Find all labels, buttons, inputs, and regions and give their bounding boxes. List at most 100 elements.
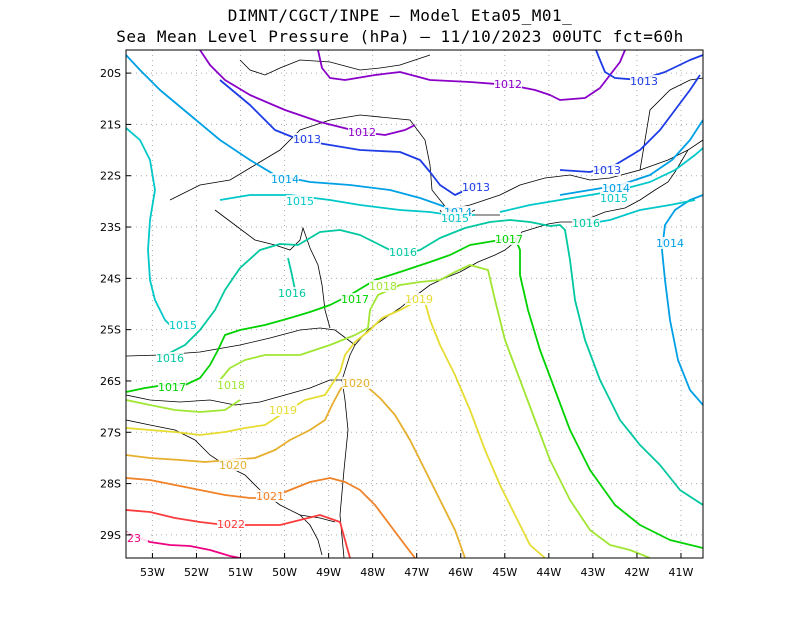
isobar-label-1018: 1018	[217, 379, 245, 392]
isobar-1012	[317, 50, 626, 101]
isobar-label-bg	[156, 352, 184, 364]
isobar-1017	[126, 237, 703, 549]
x-tick-label: 52W	[184, 566, 209, 579]
y-tick-label: 22S	[100, 170, 121, 183]
y-tick-label: 27S	[100, 426, 121, 439]
isobar-label-bg	[286, 195, 314, 207]
isobar-label-bg	[342, 377, 370, 389]
isobar-1013	[219, 79, 481, 196]
state-border-pr-sp	[214, 209, 331, 329]
isobar-label-1013: 1013	[593, 164, 621, 177]
isobar-1018	[219, 264, 651, 558]
coastline-and-borders	[126, 54, 703, 558]
isobar-label-1022: 1022	[217, 518, 245, 531]
isobar-1013	[595, 50, 703, 81]
isobar-1013	[559, 74, 701, 173]
state-border-sp-mg	[169, 114, 500, 216]
lagoa-dos-patos	[299, 514, 323, 556]
chart-title-line-1: DIMNT/CGCT/INPE — Model Eta05_M01_	[227, 6, 573, 25]
isobar-label-bg	[602, 182, 630, 194]
isobar-label-1023: 23	[127, 532, 141, 545]
isobar-label-bg	[369, 280, 397, 292]
chart-title-line-2: Sea Mean Level Pressure (hPa) — 11/10/20…	[116, 27, 684, 46]
isobar-label-1015: 1015	[600, 192, 628, 205]
isobar-label-bg	[593, 164, 621, 176]
isobar-label-1012: 1012	[494, 78, 522, 91]
y-tick-label: 29S	[100, 529, 121, 542]
isobar-label-1017: 1017	[158, 381, 186, 394]
isobar-label-bg	[126, 532, 148, 544]
isobar-label-1014: 1014	[271, 173, 299, 186]
isobar-label-bg	[630, 75, 658, 87]
isobar-1015	[126, 127, 176, 331]
y-tick-label: 20S	[100, 67, 121, 80]
isobar-label-1013: 1013	[293, 133, 321, 146]
isobar-label-bg	[441, 212, 469, 224]
isobar-label-1015: 1015	[169, 319, 197, 332]
state-border-ms-go	[239, 54, 431, 76]
x-tick-label: 48W	[360, 566, 385, 579]
isobar-label-bg	[462, 181, 490, 193]
x-tick-label: 49W	[316, 566, 341, 579]
x-tick-label: 41W	[669, 566, 694, 579]
isobar-label-bg	[278, 287, 306, 299]
isobar-label-bg	[572, 217, 600, 229]
isobar-1018	[126, 399, 241, 413]
isobar-1019	[126, 301, 546, 558]
isobar-label-bg	[293, 133, 321, 145]
isobar-label-1017: 1017	[341, 293, 369, 306]
isobar-label-bg	[389, 246, 417, 258]
y-tick-label: 21S	[100, 118, 121, 131]
state-border-rs-sc	[126, 379, 342, 406]
state-border-mg-rj	[447, 149, 689, 211]
coastline	[339, 139, 703, 558]
x-tick-label: 43W	[580, 566, 605, 579]
x-tick-label: 53W	[140, 566, 165, 579]
longitude-axis: 53W 52W 51W 50W 49W 48W 47W 46W 45W 44W 43W 42W 41W	[140, 553, 694, 579]
isobar-label-bg	[494, 78, 522, 90]
isobar-label-bg	[341, 293, 369, 305]
y-tick-label: 28S	[100, 478, 121, 491]
isobar-1022	[126, 509, 351, 558]
isobar-label-1012: 1012	[348, 126, 376, 139]
isobar-label-1020: 1020	[342, 377, 370, 390]
y-tick-label: 25S	[100, 324, 121, 337]
x-tick-label: 47W	[404, 566, 429, 579]
isobar-label-1016: 1016	[278, 287, 306, 300]
x-tick-label: 46W	[448, 566, 473, 579]
isobar-label-bg	[495, 233, 523, 245]
y-tick-label: 23S	[100, 221, 121, 234]
x-tick-label: 45W	[492, 566, 517, 579]
plot-frame	[125, 49, 704, 559]
isobar-label-1019: 1019	[269, 404, 297, 417]
latitude-axis: 20S 21S 22S 23S 24S 25S 26S 27S 28S 29S	[100, 67, 131, 542]
isobar-1016	[287, 257, 296, 291]
isobar-label-bg	[158, 381, 186, 393]
isobar-label-1015: 1015	[286, 195, 314, 208]
isobar-label-1013: 1013	[630, 75, 658, 88]
isobar-label-1021: 1021	[256, 490, 284, 503]
isobar-label-bg	[217, 379, 245, 391]
isobar-label-1018: 1018	[369, 280, 397, 293]
isobar-label-1019: 1019	[405, 293, 433, 306]
isobar-label-1015: 1015	[441, 212, 469, 225]
isobar-label-1013: 1013	[462, 181, 490, 194]
isobar-1014	[559, 119, 703, 196]
isobar-1016	[159, 219, 703, 506]
isobar-label-bg	[271, 173, 299, 185]
isobar-label-bg	[348, 126, 376, 138]
isobar-label-1016: 1016	[389, 246, 417, 259]
x-tick-label: 50W	[272, 566, 297, 579]
isobar-label-bg	[256, 490, 284, 502]
isobar-label-1016: 1016	[156, 352, 184, 365]
isobar-label-bg	[169, 319, 197, 331]
x-tick-label: 42W	[624, 566, 649, 579]
isobar-label-bg	[217, 518, 245, 530]
isobar-label-bg	[219, 459, 247, 471]
isobar-1014	[661, 194, 703, 406]
y-tick-label: 24S	[100, 272, 121, 285]
x-tick-label: 44W	[536, 566, 561, 579]
isobar-label-1020: 1020	[219, 459, 247, 472]
isobar-1012	[199, 50, 416, 136]
